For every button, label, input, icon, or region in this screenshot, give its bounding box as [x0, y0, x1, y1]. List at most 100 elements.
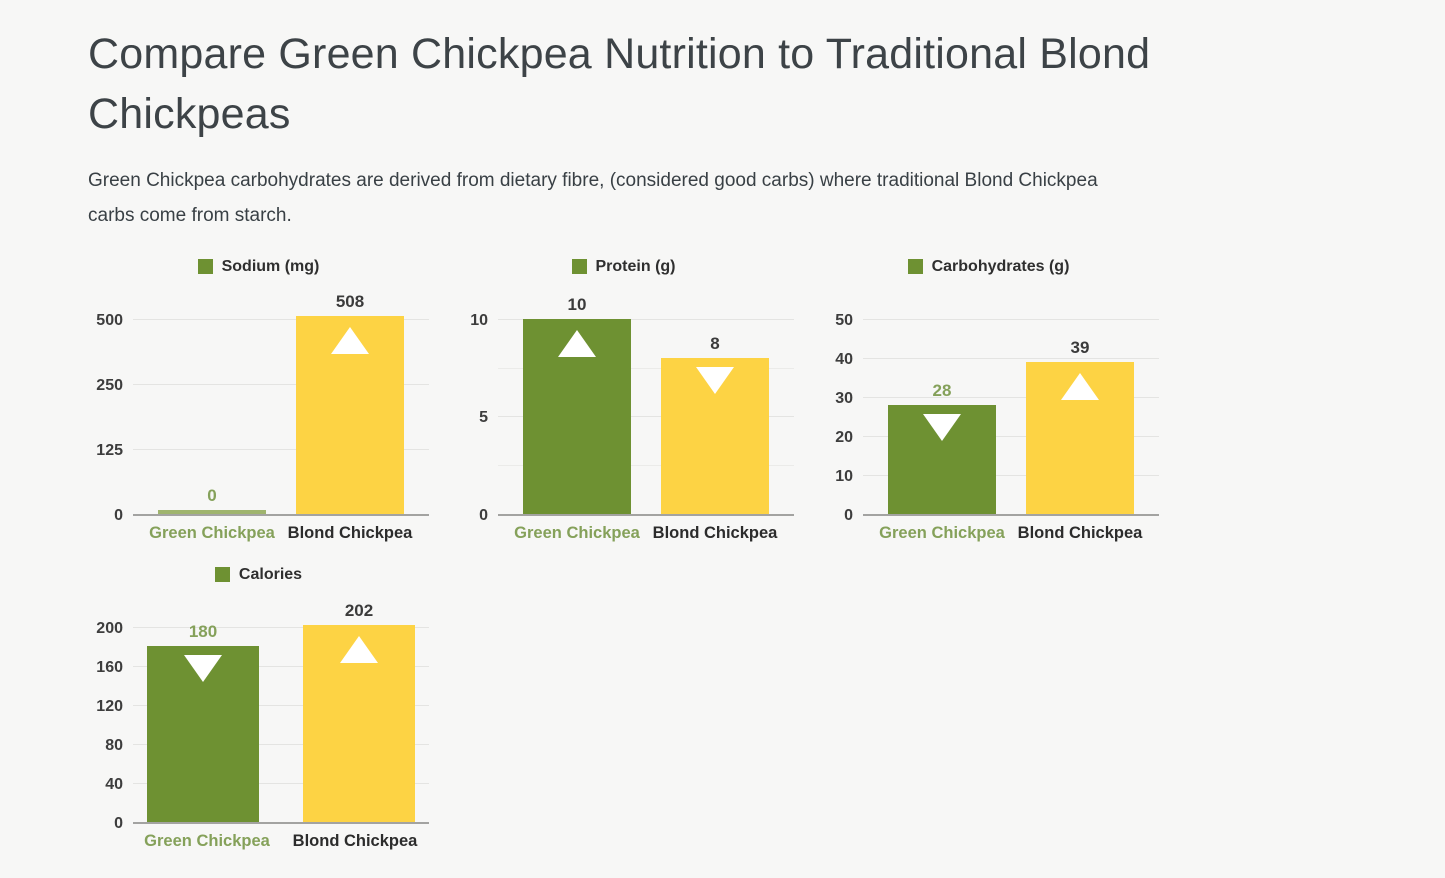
gridline — [133, 704, 429, 706]
page-description: Green Chickpea carbohydrates are derived… — [88, 170, 1098, 226]
y-tick-label: 250 — [96, 376, 123, 394]
x-axis-line — [133, 821, 429, 824]
bar-green-chickpea: 10 — [523, 295, 631, 514]
page-content: Compare Green Chickpea Nutrition to Trad… — [88, 30, 1385, 851]
legend-label: Carbohydrates (g) — [931, 257, 1070, 275]
legend-swatch-icon — [214, 567, 230, 583]
arrow-up-icon — [558, 329, 596, 357]
plot-row: 0 125 250 500 0 508 — [88, 292, 429, 523]
bar-value-label: 10 — [567, 294, 587, 314]
x-axis-labels: Green Chickpea Blond Chickpea — [863, 523, 1159, 543]
bars-group: 0 508 — [133, 292, 429, 514]
plot-area: 28 39 — [863, 318, 1159, 516]
category-label-green-chickpea: Green Chickpea — [879, 523, 1005, 542]
legend-swatch-icon — [197, 259, 213, 275]
bar-value-label: 39 — [1070, 337, 1090, 357]
bar-value-label: 180 — [188, 622, 218, 642]
bars-group: 10 8 — [498, 295, 794, 514]
y-tick-label: 500 — [96, 311, 123, 329]
y-tick-label: 120 — [96, 697, 123, 715]
chart-sodium: Sodium (mg) 0 125 250 500 0 508 Green Chickp… — [88, 257, 429, 543]
y-axis: 0 10 20 30 40 50 — [818, 312, 863, 523]
y-tick-label: 10 — [835, 467, 853, 485]
y-tick-label: 40 — [835, 350, 853, 368]
y-tick-label: 20 — [835, 428, 853, 446]
gridline — [133, 626, 429, 628]
bar-value-label: 508 — [335, 291, 365, 311]
y-tick-label: 80 — [105, 736, 123, 754]
gridline — [863, 357, 1159, 359]
arrow-up-icon — [340, 635, 378, 663]
gridline — [133, 448, 429, 450]
category-label-blond-chickpea: Blond Chickpea — [292, 831, 418, 850]
plot-row: 0 40 80 120 160 200 180 202 — [88, 601, 429, 831]
y-tick-label: 0 — [844, 506, 853, 524]
arrow-up-icon — [331, 326, 369, 354]
y-axis: 0 5 10 — [453, 312, 498, 523]
x-axis-line — [133, 513, 429, 516]
y-axis: 0 40 80 120 160 200 — [88, 620, 133, 831]
y-tick-label: 0 — [114, 814, 123, 832]
chart-legend: Sodium (mg) — [88, 257, 429, 275]
chart-calories: Calories 0 40 80 120 160 200 180 202 Green Chi… — [88, 565, 429, 851]
x-axis-line — [498, 513, 794, 516]
bar-blond-chickpea: 202 — [303, 601, 415, 822]
gridline — [498, 318, 794, 320]
page-title: Compare Green Chickpea Nutrition to Trad… — [88, 30, 1151, 139]
bars-group: 180 202 — [133, 601, 429, 822]
gridline — [863, 396, 1159, 398]
legend-label: Sodium (mg) — [221, 257, 320, 275]
category-label-blond-chickpea: Blond Chickpea — [287, 523, 413, 542]
gridline — [498, 416, 794, 418]
gridline — [863, 318, 1159, 320]
legend-label: Calories — [238, 565, 303, 583]
gridline — [133, 318, 429, 320]
y-tick-label: 10 — [470, 311, 488, 329]
x-axis-labels: Green Chickpea Blond Chickpea — [133, 523, 429, 543]
y-axis: 0 125 250 500 — [88, 312, 133, 523]
bar-green-chickpea: 180 — [147, 623, 259, 822]
legend-label: Protein (g) — [595, 257, 676, 275]
bars-group: 28 39 — [863, 320, 1159, 514]
gridline — [863, 474, 1159, 476]
plot-row: 0 5 10 10 8 — [453, 295, 794, 523]
x-axis-labels: Green Chickpea Blond Chickpea — [498, 523, 794, 543]
y-tick-label: 5 — [479, 409, 488, 427]
plot-area: 10 8 — [498, 295, 794, 516]
plot-area: 0 508 — [133, 292, 429, 516]
bar-blond-chickpea: 508 — [296, 292, 404, 514]
y-tick-label: 125 — [96, 441, 123, 459]
arrow-up-icon — [1061, 372, 1099, 400]
category-label-green-chickpea: Green Chickpea — [514, 523, 640, 542]
charts-row-top: Sodium (mg) 0 125 250 500 0 508 Green Chickp… — [88, 257, 1385, 543]
gridline-minor — [498, 465, 794, 466]
gridline — [863, 435, 1159, 437]
chart-protein: Protein (g) 0 5 10 10 8 Green Chickpea Blond… — [453, 257, 794, 543]
y-tick-label: 0 — [114, 506, 123, 524]
y-tick-label: 0 — [479, 506, 488, 524]
arrow-down-icon — [923, 413, 961, 441]
legend-swatch-icon — [571, 259, 587, 275]
bar-value-label: 0 — [207, 485, 217, 505]
plot-area: 180 202 — [133, 601, 429, 824]
x-axis-labels: Green Chickpea Blond Chickpea — [133, 831, 429, 851]
bar-value-label: 202 — [344, 600, 374, 620]
chart-legend: Carbohydrates (g) — [818, 257, 1159, 275]
category-label-green-chickpea: Green Chickpea — [144, 831, 270, 850]
bar-blond-chickpea: 39 — [1026, 338, 1134, 514]
arrow-down-icon — [184, 655, 222, 683]
chart-legend: Protein (g) — [453, 257, 794, 275]
charts-row-bottom: Calories 0 40 80 120 160 200 180 202 Green Chi… — [88, 565, 1385, 851]
plot-row: 0 10 20 30 40 50 28 39 — [818, 312, 1159, 523]
bar-value-label: 8 — [710, 333, 720, 353]
category-label-blond-chickpea: Blond Chickpea — [652, 523, 778, 542]
gridline — [133, 383, 429, 385]
gridline — [133, 665, 429, 667]
gridline — [133, 743, 429, 745]
bar-blond-chickpea: 8 — [661, 334, 769, 514]
y-tick-label: 160 — [96, 658, 123, 676]
bar-green-chickpea: 28 — [888, 381, 996, 514]
gridline — [133, 782, 429, 784]
bar-green-chickpea: 0 — [158, 486, 266, 514]
x-axis-line — [863, 513, 1159, 516]
